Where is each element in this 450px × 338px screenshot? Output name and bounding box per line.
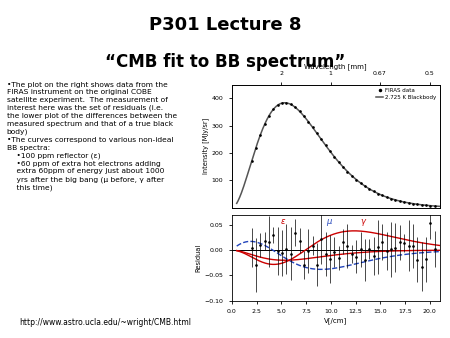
FIRAS data [270,107,276,111]
FIRAS data [288,102,293,106]
2.725 K Blackbody [234,201,239,206]
FIRAS data [266,114,272,118]
2.725 K Blackbody [326,148,332,152]
FIRAS data [406,201,411,205]
FIRAS data [262,122,267,126]
FIRAS data [297,109,302,113]
2.725 K Blackbody [282,101,287,105]
Text: μ: μ [326,217,332,226]
FIRAS data [327,149,333,153]
FIRAS data [414,202,420,206]
FIRAS data [340,165,346,169]
X-axis label: Wavelength [mm]: Wavelength [mm] [304,64,367,70]
Text: •The plot on the right shows data from the
FIRAS instrument on the original COBE: •The plot on the right shows data from t… [7,82,177,191]
FIRAS data [358,181,363,185]
X-axis label: V[/cm]: V[/cm] [324,317,347,324]
Line: 2.725 K Blackbody: 2.725 K Blackbody [237,103,440,206]
2.725 K Blackbody [437,204,442,208]
FIRAS data [349,174,355,178]
FIRAS data [257,133,263,137]
FIRAS data [354,177,359,182]
FIRAS data [388,197,394,201]
Y-axis label: Intensity [MJy/sr]: Intensity [MJy/sr] [202,118,209,174]
2.725 K Blackbody [287,102,292,106]
FIRAS data [371,189,376,193]
FIRAS data [419,203,424,207]
Line: FIRAS data: FIRAS data [250,102,436,207]
FIRAS data [345,170,350,174]
2.725 K Blackbody [270,108,275,112]
FIRAS data [432,204,437,208]
FIRAS data [314,131,319,136]
FIRAS data [275,103,280,107]
FIRAS data [375,192,381,196]
FIRAS data [292,105,298,109]
FIRAS data [279,101,285,105]
FIRAS data [362,184,368,188]
FIRAS data [332,155,337,159]
FIRAS data [249,159,254,163]
FIRAS data [323,143,328,147]
FIRAS data [428,203,433,208]
FIRAS data [384,195,389,199]
FIRAS data [397,199,402,203]
Text: γ: γ [360,217,365,226]
Text: ε: ε [281,217,285,226]
Legend: FIRAS data, 2.725 K Blackbody: FIRAS data, 2.725 K Blackbody [375,87,437,101]
FIRAS data [253,146,259,150]
FIRAS data [401,200,407,204]
FIRAS data [336,160,342,164]
2.725 K Blackbody [370,189,375,193]
FIRAS data [380,193,385,197]
FIRAS data [310,125,315,129]
2.725 K Blackbody [387,196,392,200]
FIRAS data [367,187,372,191]
FIRAS data [393,198,398,202]
Y-axis label: Residual: Residual [196,244,202,272]
FIRAS data [410,201,416,206]
Text: P301 Lecture 8: P301 Lecture 8 [149,17,301,34]
Text: http://www.astro.ucla.edu/~wright/CMB.html: http://www.astro.ucla.edu/~wright/CMB.ht… [20,318,192,327]
FIRAS data [319,138,324,142]
2.725 K Blackbody [354,178,360,182]
FIRAS data [301,114,306,118]
FIRAS data [423,203,429,207]
FIRAS data [306,120,311,124]
Text: “CMB fit to BB spectrum”: “CMB fit to BB spectrum” [105,53,345,71]
FIRAS data [284,101,289,105]
